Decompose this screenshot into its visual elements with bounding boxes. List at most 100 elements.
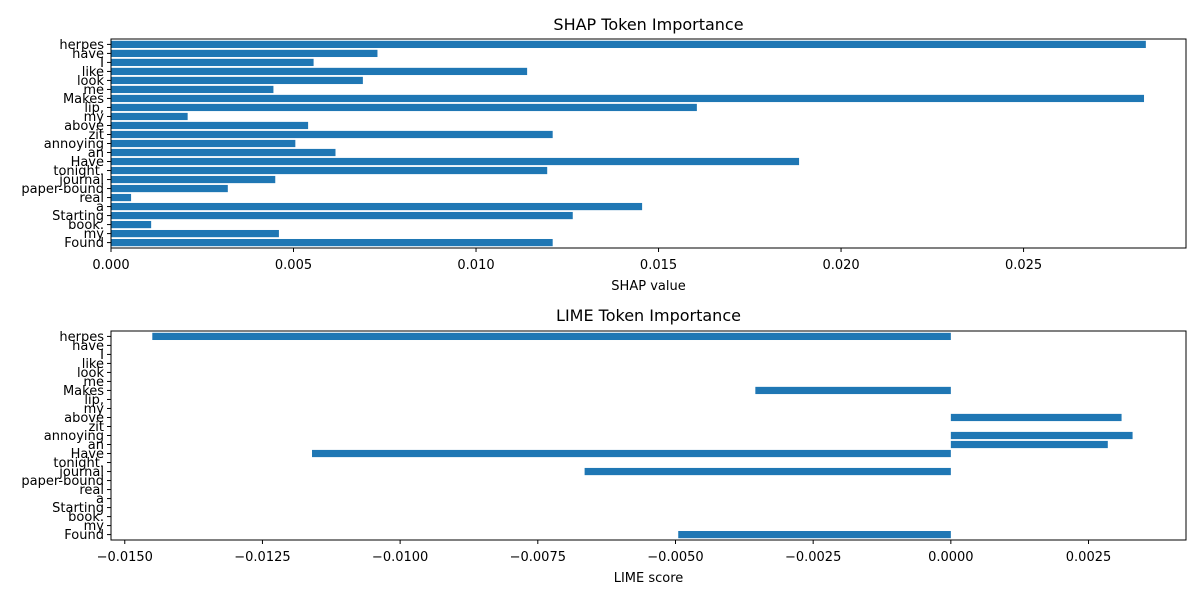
lime-y-tick-label: journal: [58, 465, 104, 480]
shap-bar: [111, 67, 528, 76]
lime-y-tick-label: above: [64, 411, 104, 426]
shap-bar: [111, 202, 643, 211]
shap-bar: [111, 139, 296, 148]
lime-y-tick-label: herpes: [59, 330, 104, 345]
lime-x-tick-label: −0.0150: [97, 550, 153, 565]
shap-bar: [111, 112, 188, 121]
shap-y-tick-label: book.: [68, 218, 104, 233]
shap-bar: [111, 85, 274, 94]
lime-x-tick-label: −0.0100: [372, 550, 428, 565]
lime-y-tick-label: tonight.: [53, 456, 104, 471]
shap-x-axis-label: SHAP value: [611, 279, 685, 294]
shap-y-tick-label: tonight.: [53, 164, 104, 179]
shap-x-tick-label: 0.015: [640, 258, 677, 273]
shap-y-tick-label: Starting: [52, 209, 104, 224]
shap-y-tick-label: paper-bound: [21, 182, 104, 197]
shap-y-tick-label: my: [84, 110, 105, 125]
shap-y-tick-label: zit: [88, 128, 104, 143]
shap-axes-frame: [110, 38, 1187, 249]
lime-y-tick-label: Makes: [63, 384, 104, 399]
shap-y-tick-label: an: [88, 146, 104, 161]
lime-y-tick-label: me: [83, 375, 104, 390]
shap-bar: [111, 49, 378, 58]
shap-y-tick-label: Makes: [63, 92, 104, 107]
lime-y-tick-label: like: [82, 357, 104, 372]
shap-y-tick-label: look: [77, 74, 105, 89]
lime-y-tick-label: paper-bound: [21, 474, 104, 489]
lime-y-tick-label: real: [79, 483, 104, 498]
lime-bar: [950, 431, 1133, 440]
shap-bar: [111, 238, 553, 247]
shap-x-tick-label: 0.010: [457, 258, 494, 273]
shap-bar: [111, 175, 276, 184]
lime-y-tick-label: an: [88, 438, 104, 453]
shap-bar: [111, 193, 132, 202]
shap-bar: [111, 130, 553, 139]
shap-bar: [111, 121, 309, 130]
shap-y-tick-label: have: [72, 47, 104, 62]
lime-y-tick-label: a: [96, 492, 104, 507]
shap-chart: SHAP Token Importance SHAP value herpesh…: [21, 15, 1187, 294]
lime-bar: [950, 413, 1122, 422]
lime-y-tick-label: my: [84, 402, 105, 417]
shap-x-tick-label: 0.020: [822, 258, 859, 273]
shap-y-tick-label: real: [79, 191, 104, 206]
shap-x-tick-label: 0.025: [1005, 258, 1042, 273]
shap-bar: [111, 184, 228, 193]
shap-bar: [111, 58, 314, 67]
shap-bar: [111, 220, 152, 229]
lime-axes-frame: [110, 330, 1187, 541]
lime-chart: LIME Token Importance LIME score herpesh…: [21, 306, 1187, 586]
lime-y-tick-label: I: [100, 348, 104, 363]
shap-y-tick-label: Have: [71, 155, 104, 170]
lime-x-tick-label: 0.0000: [928, 550, 974, 565]
lime-y-tick-label: Found: [64, 528, 104, 543]
shap-bar: [111, 40, 1146, 49]
shap-y-tick-label: herpes: [59, 38, 104, 53]
shap-bar: [111, 94, 1145, 103]
shap-y-tick-label: annoying: [44, 137, 104, 152]
lime-y-tick-label: annoying: [44, 429, 104, 444]
shap-bar: [111, 103, 697, 112]
shap-y-tick-label: above: [64, 119, 104, 134]
shap-y-tick-label: like: [82, 65, 104, 80]
lime-bar: [950, 440, 1108, 449]
lime-bar: [584, 467, 951, 476]
lime-bar: [678, 530, 951, 539]
shap-bar: [111, 211, 573, 220]
lime-bar: [152, 332, 951, 341]
shap-bar: [111, 229, 279, 238]
shap-x-tick-label: 0.000: [92, 258, 129, 273]
shap-y-tick-label: lip,: [84, 101, 104, 116]
shap-bar: [111, 157, 800, 166]
lime-x-tick-label: −0.0025: [785, 550, 841, 565]
shap-bar: [111, 76, 363, 85]
shap-y-tick-label: journal: [58, 173, 104, 188]
lime-x-tick-label: −0.0075: [510, 550, 566, 565]
shap-x-tick-label: 0.005: [275, 258, 312, 273]
lime-x-tick-label: −0.0125: [234, 550, 290, 565]
shap-chart-title: SHAP Token Importance: [553, 15, 743, 34]
lime-bar: [755, 386, 951, 395]
shap-y-tick-label: a: [96, 200, 104, 215]
shap-y-tick-label: I: [100, 56, 104, 71]
shap-y-tick-label: me: [83, 83, 104, 98]
lime-x-axis-label: LIME score: [614, 571, 684, 586]
lime-x-tick-label: −0.0050: [647, 550, 703, 565]
lime-y-tick-label: lip,: [84, 393, 104, 408]
shap-y-tick-label: Found: [64, 236, 104, 251]
lime-bar: [312, 449, 951, 458]
lime-chart-title: LIME Token Importance: [556, 306, 741, 325]
lime-y-tick-label: Have: [71, 447, 104, 462]
lime-y-tick-label: have: [72, 339, 104, 354]
shap-y-tick-label: my: [84, 227, 105, 242]
lime-y-tick-label: my: [84, 519, 105, 534]
lime-y-tick-label: look: [77, 366, 105, 381]
lime-y-tick-label: book.: [68, 510, 104, 525]
shap-bar: [111, 166, 548, 175]
lime-x-tick-label: 0.0025: [1066, 550, 1112, 565]
shap-bar: [111, 148, 336, 157]
lime-y-tick-label: Starting: [52, 501, 104, 516]
lime-y-tick-label: zit: [88, 420, 104, 435]
